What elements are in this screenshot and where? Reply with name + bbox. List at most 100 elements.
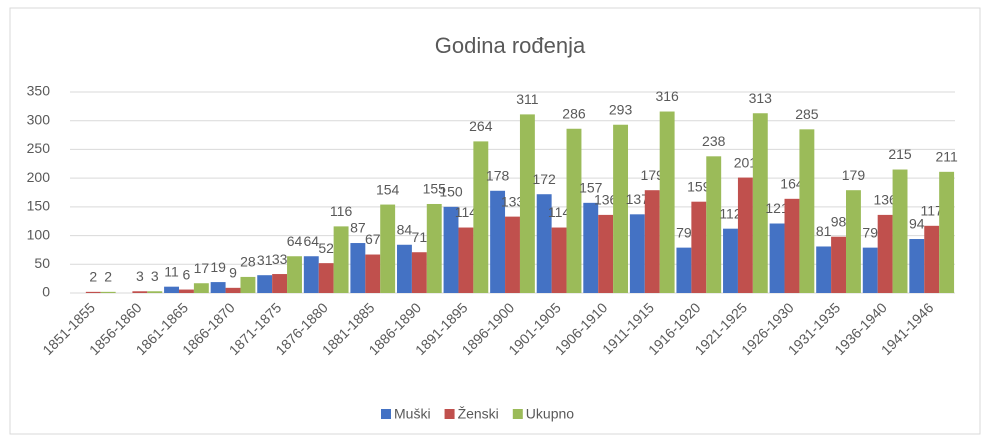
bar: [380, 204, 396, 293]
value-label: 238: [702, 133, 726, 149]
bar: [303, 256, 319, 293]
bar: [178, 289, 194, 293]
value-label: 87: [350, 220, 366, 236]
value-label: 28: [240, 254, 256, 270]
value-label: 84: [397, 221, 413, 237]
y-tick-label: 250: [27, 140, 51, 156]
bar: [257, 275, 273, 293]
y-tick-label: 100: [27, 226, 51, 242]
y-tick-label: 150: [27, 198, 51, 214]
value-label: 112: [719, 205, 742, 221]
bar: [939, 171, 955, 293]
value-label: 313: [749, 90, 773, 106]
legend-swatch: [512, 409, 523, 419]
value-label: 3: [136, 268, 144, 284]
bar: [816, 246, 832, 293]
value-label: 285: [795, 106, 819, 122]
value-label: 114: [455, 204, 478, 220]
value-label: 79: [862, 224, 878, 240]
bar: [799, 129, 815, 293]
value-label: 94: [909, 216, 925, 232]
value-label: 201: [734, 154, 758, 170]
bar: [210, 282, 226, 293]
value-label: 33: [272, 251, 288, 267]
bar: [411, 252, 427, 293]
bar: [272, 274, 288, 293]
y-tick-label: 50: [34, 255, 50, 271]
value-label: 64: [287, 233, 303, 249]
bar: [240, 276, 256, 293]
bar: [659, 111, 675, 293]
bar: [490, 190, 506, 293]
value-label: 179: [842, 167, 866, 183]
value-label: 179: [641, 167, 665, 183]
bar: [225, 287, 241, 293]
value-label: 154: [376, 181, 400, 197]
bar: [519, 114, 535, 293]
bar: [350, 243, 366, 293]
value-label: 52: [318, 240, 334, 256]
bar: [473, 141, 489, 293]
y-tick-label: 350: [27, 83, 51, 99]
value-label: 159: [687, 178, 711, 194]
bar: [193, 283, 209, 293]
value-label: 157: [579, 180, 603, 196]
bar: [629, 214, 645, 293]
legend-label: Ukupno: [526, 406, 574, 422]
y-tick-label: 300: [27, 111, 51, 127]
bar: [505, 216, 520, 293]
value-label: 178: [486, 167, 510, 183]
bar: [691, 201, 707, 293]
value-label: 9: [229, 265, 237, 281]
value-label: 264: [469, 118, 493, 134]
value-label: 67: [365, 231, 381, 247]
value-label: 11: [164, 263, 179, 279]
value-label: 316: [655, 88, 679, 104]
bar: [426, 203, 442, 293]
value-label: 215: [888, 146, 912, 162]
legend-label: Muški: [394, 406, 431, 422]
value-label: 150: [439, 184, 463, 200]
bar: [737, 177, 753, 293]
value-label: 71: [412, 229, 428, 245]
value-label: 2: [89, 269, 97, 285]
bar: [132, 291, 148, 293]
bar: [909, 239, 925, 293]
bar: [318, 263, 334, 293]
bar: [100, 291, 116, 293]
value-label: 136: [873, 192, 897, 208]
value-label: 98: [831, 213, 847, 229]
value-label: 116: [330, 203, 353, 219]
bar: [862, 247, 878, 293]
bar: [831, 236, 847, 293]
value-label: 133: [501, 193, 525, 209]
bar: [877, 214, 893, 293]
value-label: 164: [780, 176, 804, 192]
value-label: 117: [921, 203, 944, 219]
value-label: 2: [104, 269, 112, 285]
bar: [723, 228, 738, 293]
value-label: 311: [516, 91, 539, 107]
value-label: 31: [257, 252, 273, 268]
legend-swatch: [381, 409, 391, 419]
value-label: 155: [423, 181, 447, 197]
value-label: 114: [548, 204, 571, 220]
bar: [287, 256, 302, 293]
bar: [892, 169, 908, 293]
bar: [769, 223, 785, 293]
bar: [598, 214, 614, 293]
bar: [164, 286, 179, 293]
bar: [706, 156, 722, 293]
bar: [613, 124, 629, 293]
value-label: 79: [676, 224, 692, 240]
value-label: 6: [183, 266, 191, 282]
bar: [85, 291, 101, 293]
bar: [443, 206, 459, 293]
value-label: 286: [562, 105, 586, 121]
value-label: 17: [194, 260, 210, 276]
legend-swatch: [444, 409, 455, 419]
bar: [458, 227, 474, 293]
y-tick-label: 0: [42, 284, 50, 300]
bar: [644, 190, 660, 293]
